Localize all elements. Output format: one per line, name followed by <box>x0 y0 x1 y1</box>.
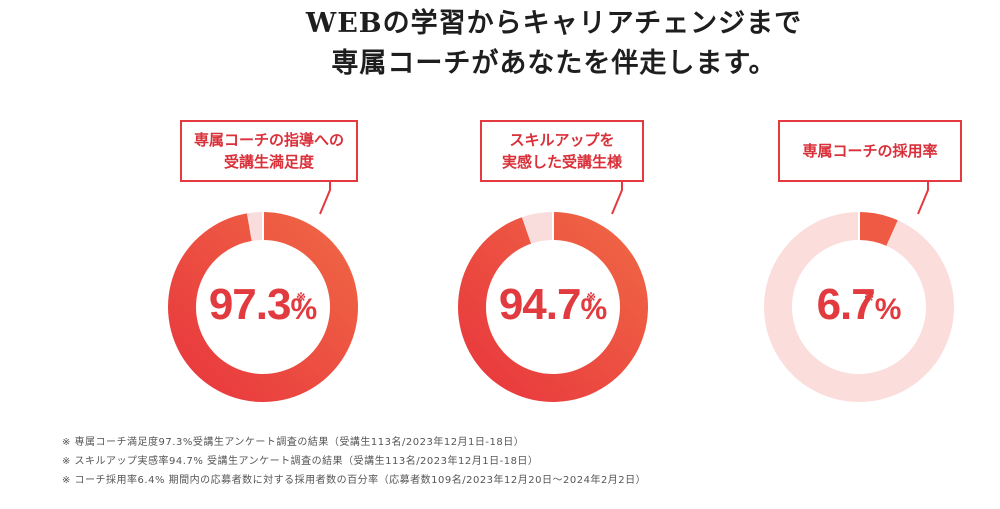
stat-skillup: スキルアップを 実感した受講生様 94.7% ※ <box>458 120 758 410</box>
callout-line: 受講生満足度 <box>223 153 314 171</box>
callout-satisfaction: 専属コーチの指導への 受講生満足度 <box>180 120 358 182</box>
footnotes: ※ 専属コーチ満足度97.3%受講生アンケート調査の結果（受講生113名/202… <box>62 433 646 490</box>
footnote-item: ※ コーチ採用率6.4% 期間内の応募者数に対する採用者数の百分率（応募者数10… <box>62 475 647 486</box>
headline-line-1: WEBの学習からキャリアチェンジまで <box>305 8 803 39</box>
callout-hiring-rate: 専属コーチの採用率 <box>778 120 962 182</box>
stat-satisfaction: 専属コーチの指導への 受講生満足度 97.3% ※ <box>168 120 468 410</box>
donut-chart-satisfaction <box>168 212 358 402</box>
callout-tail <box>917 180 929 215</box>
callout-line: 専属コーチの指導への <box>193 131 344 149</box>
percentage-value: 97.3 <box>208 280 292 329</box>
donut-chart-hiring-rate <box>764 212 954 402</box>
callout-tail-line <box>319 180 331 215</box>
stat-hiring-rate: 専属コーチの採用率 6.7% ※ <box>764 120 1000 410</box>
headline-line-2: 専属コーチがあなたを伴走します。 <box>331 48 777 79</box>
callout-tail <box>611 180 623 215</box>
donut-slice-remainder <box>521 212 553 244</box>
percentage-unit: % <box>580 293 608 326</box>
percentage-unit: % <box>290 293 318 326</box>
footnote-mark: ※ <box>586 290 596 304</box>
callout-line: 実感した受講生様 <box>501 153 622 171</box>
percentage-label-satisfaction: 97.3% ※ <box>188 280 338 335</box>
donut-slice-remainder <box>764 212 954 402</box>
footnote-mark: ※ <box>296 290 306 304</box>
footnote-item: ※ スキルアップ実感率94.7% 受講生アンケート調査の結果（受講生113名/2… <box>62 456 539 467</box>
donut-chart-skillup <box>458 212 648 402</box>
donut-slice-value <box>859 212 898 246</box>
percentage-value: 94.7 <box>498 280 582 329</box>
callout-skillup: スキルアップを 実感した受講生様 <box>480 120 644 182</box>
callout-tail <box>319 180 331 215</box>
footnote-mark: ※ <box>864 290 874 304</box>
callout-line: スキルアップを <box>509 131 615 149</box>
donut-slice-remainder <box>246 212 263 241</box>
percentage-label-skillup: 94.7% ※ <box>478 280 628 335</box>
headline: WEBの学習からキャリアチェンジまで 専属コーチがあなたを伴走します。 <box>0 4 1000 84</box>
callout-tail-line <box>611 180 623 215</box>
footnote-item: ※ 専属コーチ満足度97.3%受講生アンケート調査の結果（受講生113名/202… <box>62 437 525 448</box>
percentage-label-hiring-rate: 6.7% ※ <box>784 280 934 335</box>
donut-slice-value <box>458 212 648 402</box>
donut-slice-value <box>168 212 358 402</box>
callout-tail-line <box>917 180 929 215</box>
percentage-unit: % <box>874 293 902 326</box>
percentage-value: 6.7 <box>816 280 876 329</box>
callout-line: 専属コーチの採用率 <box>802 142 938 160</box>
